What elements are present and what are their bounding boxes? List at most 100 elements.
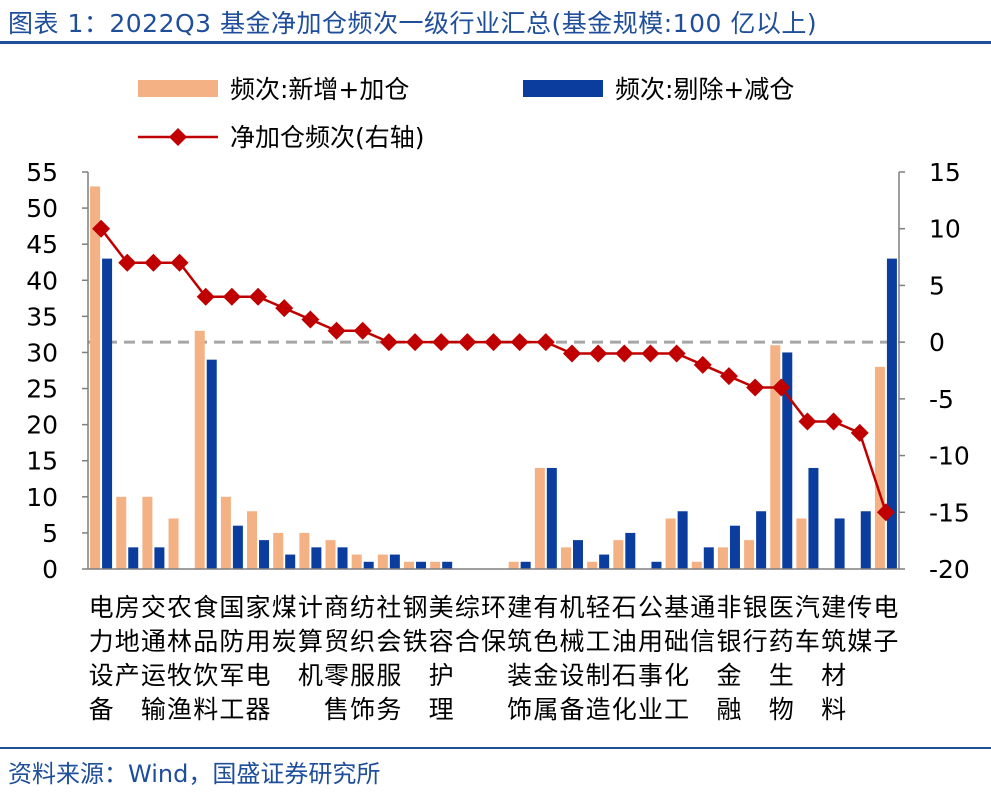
bar-remove-22 xyxy=(651,561,662,569)
category-label-7: 家 xyxy=(246,593,271,622)
category-label-5: 料 xyxy=(193,695,218,724)
bar-remove-28 xyxy=(808,467,819,569)
net-marker-23 xyxy=(667,344,686,363)
bar-remove-11 xyxy=(363,561,374,569)
category-label-11: 织 xyxy=(350,627,375,656)
category-label-16: 保 xyxy=(481,627,506,656)
bar-remove-31 xyxy=(886,258,897,569)
category-label-10: 商 xyxy=(324,593,349,622)
category-label-11: 服 xyxy=(350,661,375,690)
bar-add-4 xyxy=(168,518,179,569)
category-label-5: 品 xyxy=(193,627,218,656)
category-label-6: 工 xyxy=(219,695,244,724)
category-label-13: 铁 xyxy=(403,627,428,656)
category-label-3: 输 xyxy=(141,695,166,724)
category-label-14: 容 xyxy=(429,627,454,656)
bar-remove-24 xyxy=(703,547,714,569)
net-marker-30 xyxy=(850,423,869,442)
left-tick-label: 30 xyxy=(26,338,58,367)
category-label-20: 工 xyxy=(586,627,611,656)
net-marker-1 xyxy=(92,219,111,238)
category-label-29: 建 xyxy=(821,593,846,622)
category-label-6: 军 xyxy=(219,661,244,690)
bar-add-3 xyxy=(142,496,153,569)
category-label-2: 地 xyxy=(115,627,140,656)
category-label-17: 筑 xyxy=(507,627,532,656)
category-label-23: 基 xyxy=(664,593,689,622)
left-tick-label: 25 xyxy=(26,375,58,404)
bar-add-10 xyxy=(325,540,336,569)
bar-remove-9 xyxy=(311,547,322,569)
net-marker-24 xyxy=(693,355,712,374)
net-marker-4 xyxy=(170,253,189,272)
bar-add-9 xyxy=(299,532,310,569)
category-label-1: 力 xyxy=(89,627,114,656)
category-label-28: 汽 xyxy=(795,593,820,622)
left-tick-label: 50 xyxy=(26,194,58,223)
category-label-8: 煤 xyxy=(272,593,297,622)
category-label-2: 房 xyxy=(115,593,140,622)
category-label-6: 国 xyxy=(219,593,244,622)
bar-add-20 xyxy=(587,561,598,569)
bar-add-13 xyxy=(404,561,415,569)
category-label-31: 子 xyxy=(873,627,898,656)
category-label-12: 社 xyxy=(376,593,401,622)
bar-add-1 xyxy=(90,186,101,569)
right-tick-label: 5 xyxy=(929,271,945,300)
bar-remove-30 xyxy=(860,511,871,569)
category-label-15: 综 xyxy=(455,593,480,622)
category-label-3: 交 xyxy=(141,593,166,622)
category-label-13: 钢 xyxy=(403,593,428,622)
bar-remove-25 xyxy=(729,525,740,569)
category-label-4: 牧 xyxy=(167,661,192,690)
category-label-23: 化 xyxy=(664,661,689,690)
bar-remove-21 xyxy=(625,532,636,569)
category-label-14: 护 xyxy=(429,661,454,690)
category-label-1: 备 xyxy=(89,695,114,724)
bar-add-18 xyxy=(534,467,545,569)
bar-add-28 xyxy=(796,518,807,569)
category-label-23: 工 xyxy=(664,695,689,724)
legend-label-net: 净加仓频次(右轴) xyxy=(230,123,425,152)
category-label-18: 金 xyxy=(533,661,558,690)
bar-add-7 xyxy=(247,511,258,569)
bar-add-5 xyxy=(194,330,205,569)
bar-remove-18 xyxy=(546,467,557,569)
bar-remove-23 xyxy=(677,511,688,569)
net-marker-15 xyxy=(458,333,477,352)
category-label-21: 化 xyxy=(612,695,637,724)
category-label-18: 属 xyxy=(533,695,558,724)
net-marker-29 xyxy=(824,412,843,431)
source-note: 资料来源：Wind，国盛证券研究所 xyxy=(8,760,381,788)
left-tick-label: 55 xyxy=(26,158,58,187)
category-label-9: 计 xyxy=(298,593,323,622)
bar-remove-19 xyxy=(572,540,583,569)
right-tick-label: -20 xyxy=(929,555,970,584)
net-marker-25 xyxy=(719,367,738,386)
category-label-27: 医 xyxy=(769,593,794,622)
bar-add-12 xyxy=(377,554,388,569)
net-marker-27 xyxy=(772,378,791,397)
category-label-7: 电 xyxy=(246,661,271,690)
bar-add-31 xyxy=(874,366,885,569)
net-marker-20 xyxy=(589,344,608,363)
bar-add-14 xyxy=(430,561,441,569)
category-label-7: 器 xyxy=(246,695,271,724)
bar-add-8 xyxy=(273,532,284,569)
net-marker-5 xyxy=(196,287,215,306)
category-label-27: 生 xyxy=(769,661,794,690)
category-label-17: 饰 xyxy=(507,695,532,724)
bar-add-2 xyxy=(116,496,127,569)
right-tick-label: 0 xyxy=(929,328,945,357)
category-label-11: 纺 xyxy=(350,593,375,622)
bar-remove-1 xyxy=(102,258,113,569)
net-marker-10 xyxy=(327,321,346,340)
net-marker-26 xyxy=(746,378,765,397)
bar-remove-26 xyxy=(756,511,767,569)
net-marker-8 xyxy=(275,299,294,318)
category-label-24: 信 xyxy=(690,627,715,656)
category-label-7: 用 xyxy=(246,627,271,656)
net-line xyxy=(100,227,888,513)
legend-swatch-remove xyxy=(523,80,603,97)
